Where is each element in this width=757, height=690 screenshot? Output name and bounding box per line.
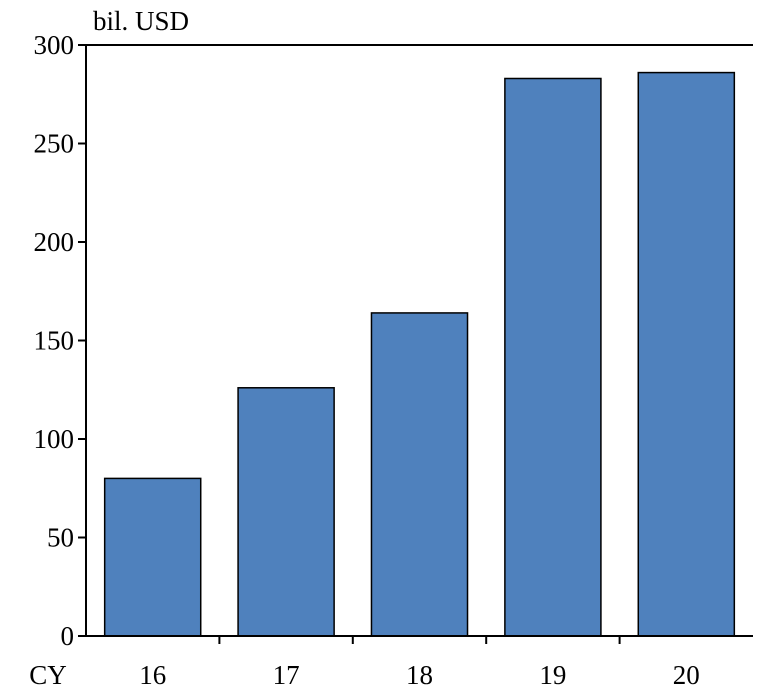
bar-20 [637, 71, 736, 637]
x-tick-label: 19 [539, 660, 566, 690]
y-tick-label: 100 [34, 424, 75, 454]
y-tick-label: 50 [47, 523, 74, 553]
y-tick-label: 200 [34, 227, 75, 257]
bars-group [103, 71, 736, 637]
x-tick-label: 18 [406, 660, 433, 690]
x-tick-label: 17 [273, 660, 300, 690]
x-axis-label: CY [29, 660, 67, 690]
y-axis-ticks: 0 50 100 150 200 250 300 [34, 30, 86, 651]
x-tick-label: 20 [673, 660, 700, 690]
y-tick-label: 0 [61, 621, 75, 651]
y-tick-label: 300 [34, 30, 75, 60]
bar-17 [237, 387, 335, 637]
bar-18 [370, 312, 469, 637]
y-tick-label: 150 [34, 326, 75, 356]
x-tick-label: 16 [139, 660, 166, 690]
y-unit-label: bil. USD [93, 6, 189, 36]
bar-16 [103, 477, 202, 637]
bar-19 [504, 77, 602, 637]
x-axis-ticks: 16 17 18 19 20 [139, 636, 700, 690]
y-tick-label: 250 [34, 129, 75, 159]
